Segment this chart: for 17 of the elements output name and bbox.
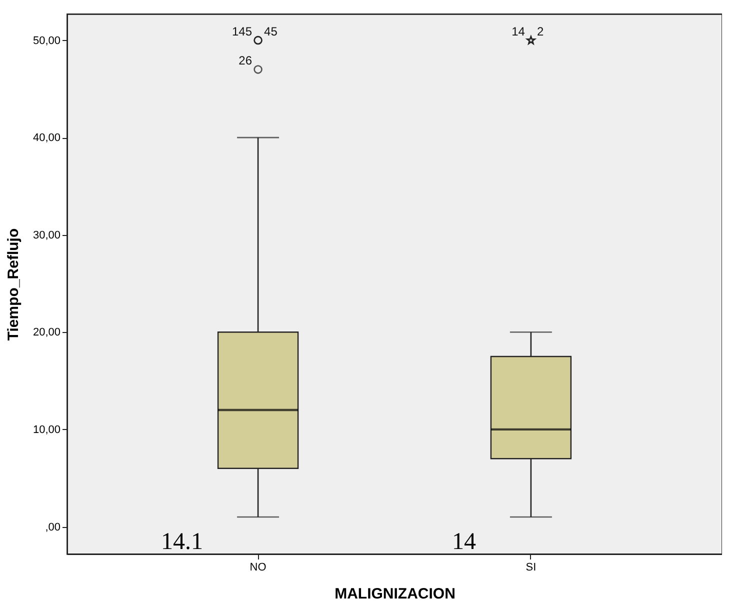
annotation: 145	[232, 24, 252, 38]
annotation: 2	[536, 24, 544, 38]
annotation: 45	[264, 24, 278, 38]
y-tick-label: ,00	[45, 521, 60, 534]
y-axis-title: Tiempo_Reflujo	[4, 228, 22, 341]
y-tick-label: 40,00	[32, 132, 60, 144]
y-tick-label: 10,00	[32, 424, 60, 436]
annotation: 26	[238, 53, 252, 68]
y-tick-label: 50,00	[32, 34, 60, 47]
x-tick-label: SI	[526, 562, 536, 574]
x-axis-title: MALIGNIZACION	[334, 586, 456, 602]
annotation: 14.1	[161, 529, 204, 555]
y-tick-label: 20,00	[32, 326, 60, 339]
y-tick-label: 30,00	[32, 229, 60, 242]
annotation: 14	[452, 529, 476, 555]
annotation: 14	[512, 24, 526, 38]
x-tick-label: NO	[250, 562, 267, 574]
